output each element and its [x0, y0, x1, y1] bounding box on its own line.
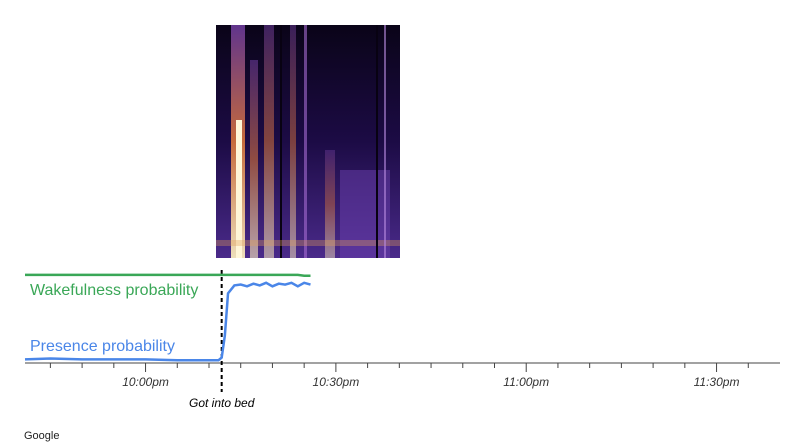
series-line: [25, 273, 311, 278]
series-label: Presence probability: [30, 338, 175, 355]
spectrogram: [216, 25, 400, 258]
annotation-text: Got into bed: [189, 396, 255, 410]
series-label: Wakefulness probability: [30, 282, 198, 299]
x-tick-label: 11:00pm: [503, 375, 549, 389]
footer: Google: [24, 430, 59, 442]
x-tick-label: 10:30pm: [313, 375, 360, 389]
series-line: [24, 281, 311, 362]
x-tick-label: 10:00pm: [122, 375, 169, 389]
x-tick-label: 11:30pm: [694, 375, 740, 389]
